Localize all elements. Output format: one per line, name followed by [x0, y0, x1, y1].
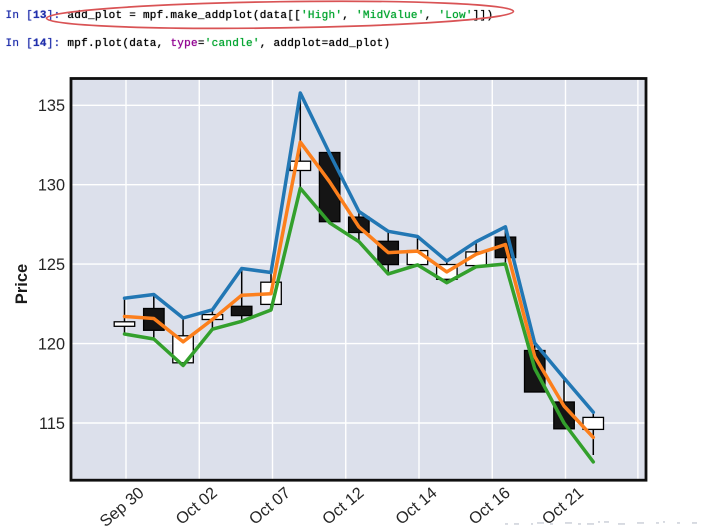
svg-text:Price: Price — [13, 264, 31, 304]
svg-text:Oct 12: Oct 12 — [319, 484, 367, 526]
svg-text:Oct 14: Oct 14 — [392, 484, 440, 526]
svg-text:115: 115 — [39, 415, 65, 433]
svg-text:Oct 21: Oct 21 — [539, 484, 587, 526]
svg-text:130: 130 — [38, 177, 65, 195]
svg-text:Oct 02: Oct 02 — [172, 484, 220, 526]
svg-text:Oct 07: Oct 07 — [246, 484, 294, 526]
svg-text:Oct 16: Oct 16 — [465, 484, 513, 526]
svg-text:Sep 30: Sep 30 — [96, 484, 147, 526]
svg-text:125: 125 — [38, 256, 65, 274]
svg-text:120: 120 — [38, 335, 65, 353]
svg-text:135: 135 — [38, 97, 65, 115]
